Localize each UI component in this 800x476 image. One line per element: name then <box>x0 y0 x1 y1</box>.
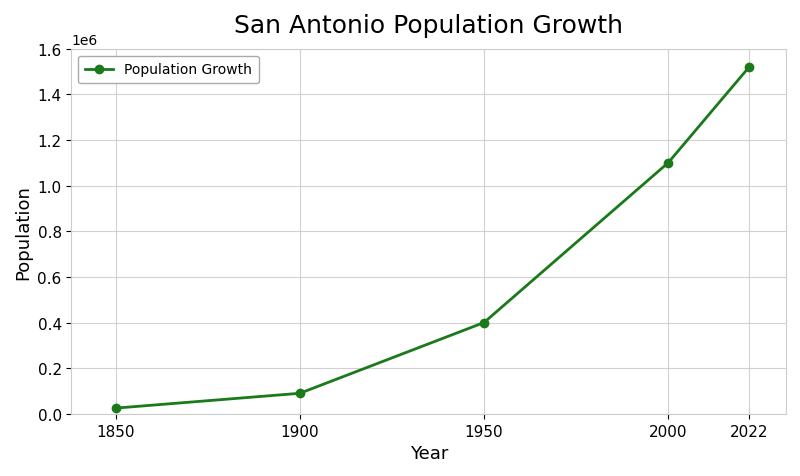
Population Growth <box>745 65 754 70</box>
Population Growth <box>295 391 305 397</box>
X-axis label: Year: Year <box>410 444 448 462</box>
Population Growth <box>479 320 489 326</box>
Title: San Antonio Population Growth: San Antonio Population Growth <box>234 14 623 38</box>
Population Growth <box>111 406 121 411</box>
Line: Population Growth: Population Growth <box>111 63 754 412</box>
Y-axis label: Population: Population <box>14 184 32 279</box>
Population Growth <box>663 160 673 166</box>
Legend: Population Growth: Population Growth <box>78 56 259 84</box>
